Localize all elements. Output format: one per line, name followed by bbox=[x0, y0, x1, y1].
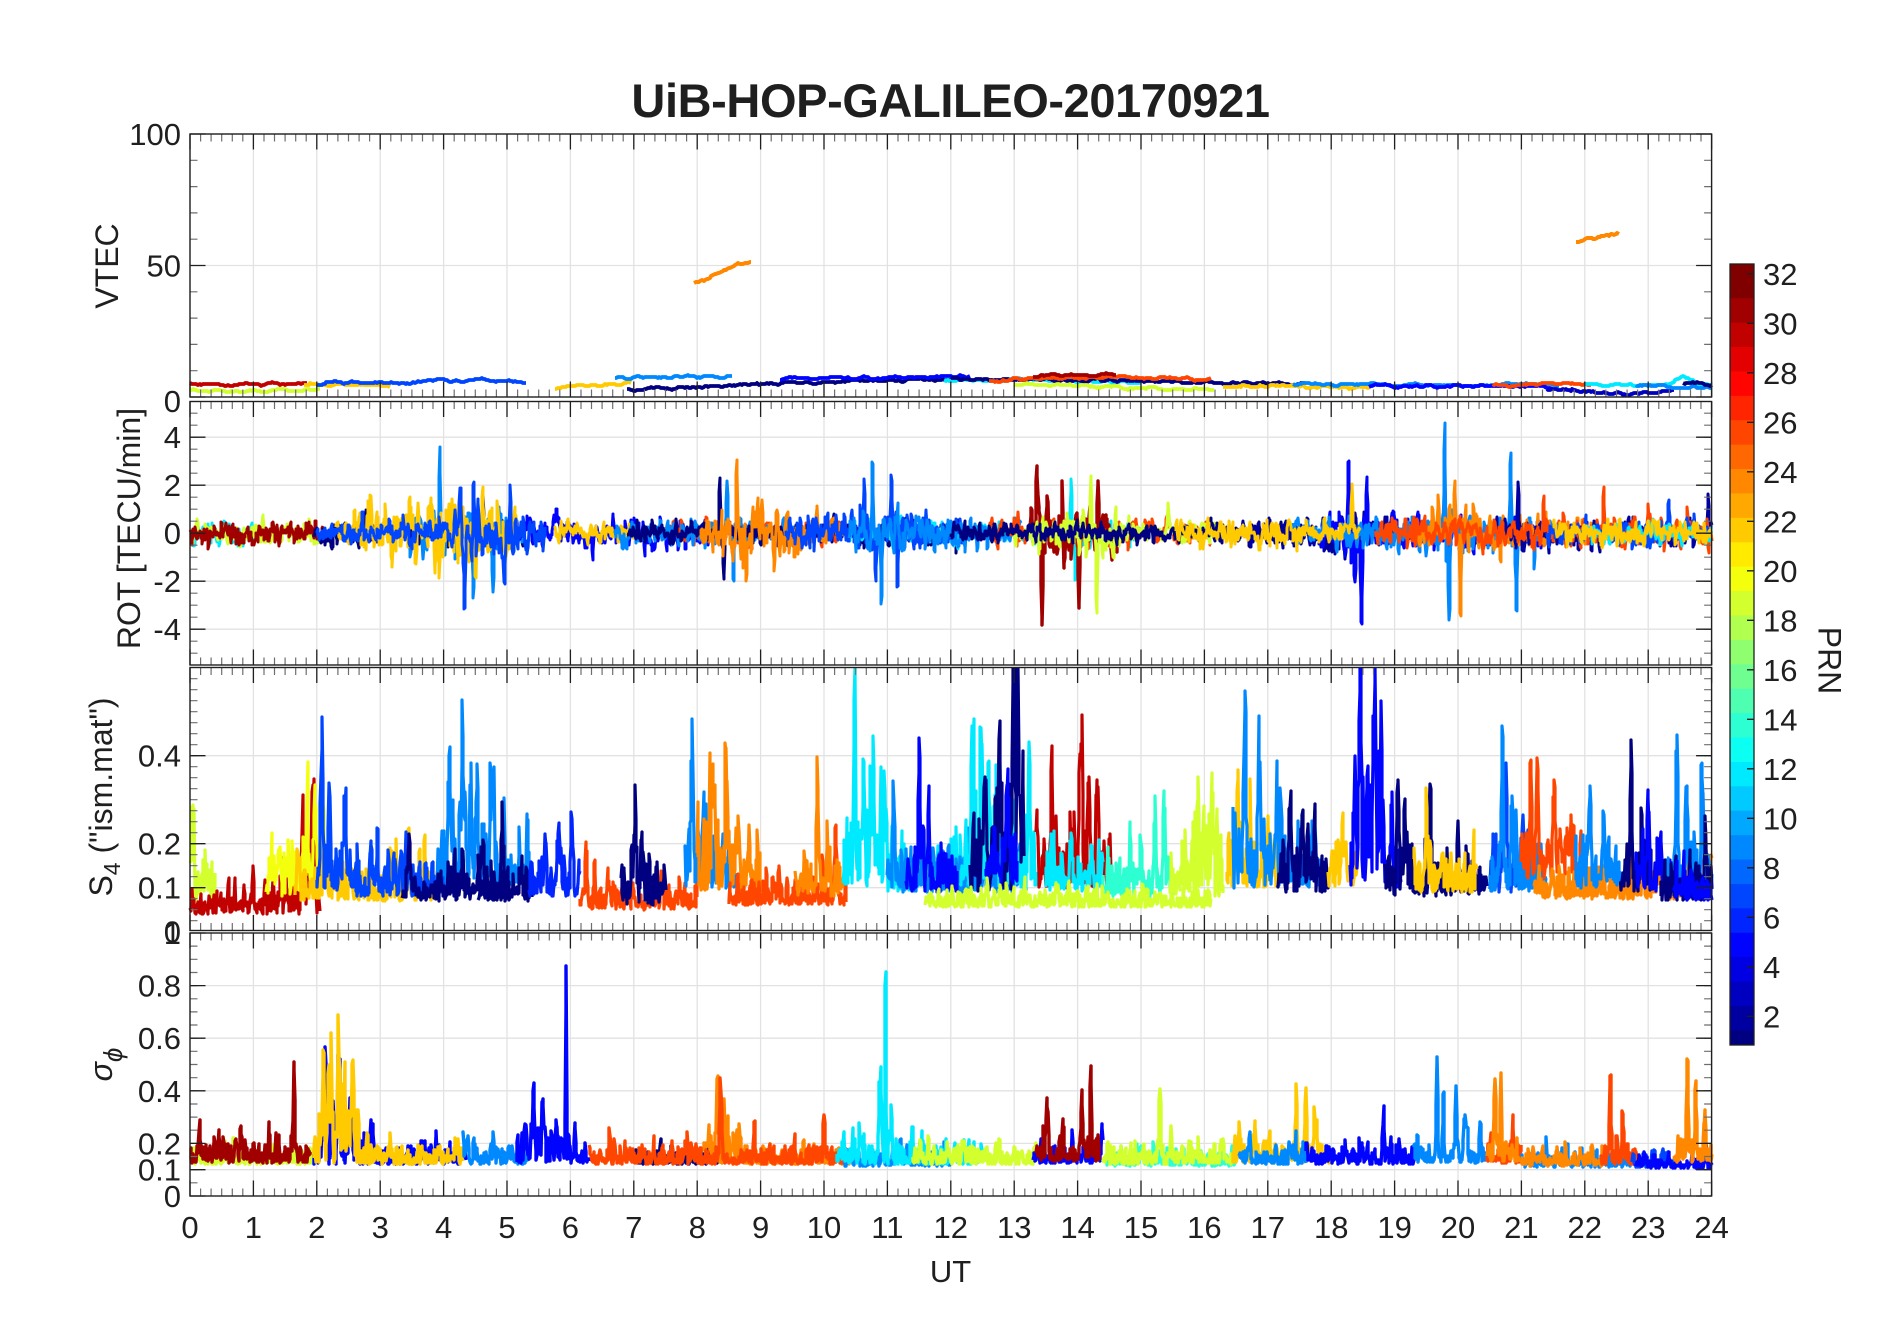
svg-text:13: 13 bbox=[997, 1210, 1031, 1245]
svg-text:0.6: 0.6 bbox=[138, 1021, 181, 1056]
svg-text:2: 2 bbox=[164, 468, 181, 503]
svg-text:-2: -2 bbox=[153, 564, 181, 599]
svg-text:12: 12 bbox=[1763, 752, 1797, 787]
svg-text:17: 17 bbox=[1251, 1210, 1285, 1245]
svg-text:0.2: 0.2 bbox=[138, 827, 181, 862]
svg-text:0: 0 bbox=[164, 915, 181, 950]
svg-text:0.4: 0.4 bbox=[138, 1074, 181, 1109]
svg-text:S4 ("ism.mat"): S4 ("ism.mat") bbox=[83, 697, 125, 896]
svg-text:22: 22 bbox=[1568, 1210, 1602, 1245]
svg-text:21: 21 bbox=[1504, 1210, 1538, 1245]
svg-text:0: 0 bbox=[164, 384, 181, 419]
svg-text:19: 19 bbox=[1377, 1210, 1411, 1245]
svg-text:0.1: 0.1 bbox=[138, 1153, 181, 1188]
svg-text:5: 5 bbox=[498, 1210, 515, 1245]
svg-text:14: 14 bbox=[1060, 1210, 1094, 1245]
svg-text:0.4: 0.4 bbox=[138, 739, 181, 774]
svg-text:18: 18 bbox=[1763, 603, 1797, 638]
svg-text:0: 0 bbox=[164, 1179, 181, 1214]
svg-text:28: 28 bbox=[1763, 356, 1797, 391]
svg-text:2: 2 bbox=[1763, 999, 1780, 1034]
svg-text:100: 100 bbox=[129, 117, 181, 152]
svg-text:24: 24 bbox=[1763, 455, 1797, 490]
svg-text:30: 30 bbox=[1763, 306, 1797, 341]
svg-text:18: 18 bbox=[1314, 1210, 1348, 1245]
svg-text:1: 1 bbox=[245, 1210, 262, 1245]
svg-text:0.8: 0.8 bbox=[138, 969, 181, 1004]
svg-text:32: 32 bbox=[1763, 257, 1797, 292]
svg-text:VTEC: VTEC bbox=[89, 223, 125, 308]
svg-text:6: 6 bbox=[1763, 900, 1780, 935]
svg-text:7: 7 bbox=[625, 1210, 642, 1245]
svg-text:UT: UT bbox=[930, 1254, 971, 1289]
svg-text:σϕ: σϕ bbox=[83, 1048, 128, 1082]
svg-text:0.2: 0.2 bbox=[138, 1126, 181, 1161]
svg-text:20: 20 bbox=[1763, 554, 1797, 589]
svg-text:4: 4 bbox=[164, 420, 181, 455]
svg-text:16: 16 bbox=[1763, 653, 1797, 688]
svg-text:16: 16 bbox=[1187, 1210, 1221, 1245]
svg-text:4: 4 bbox=[435, 1210, 452, 1245]
svg-text:14: 14 bbox=[1763, 702, 1797, 737]
svg-text:15: 15 bbox=[1124, 1210, 1158, 1245]
svg-text:3: 3 bbox=[372, 1210, 389, 1245]
svg-text:10: 10 bbox=[807, 1210, 841, 1245]
svg-text:2: 2 bbox=[308, 1210, 325, 1245]
svg-text:12: 12 bbox=[934, 1210, 968, 1245]
svg-text:ROT [TECU/min]: ROT [TECU/min] bbox=[111, 408, 147, 649]
svg-text:50: 50 bbox=[147, 249, 181, 284]
svg-text:1: 1 bbox=[164, 916, 181, 951]
svg-text:26: 26 bbox=[1763, 405, 1797, 440]
svg-text:PRN: PRN bbox=[1812, 627, 1848, 695]
svg-text:23: 23 bbox=[1631, 1210, 1665, 1245]
svg-text:UiB-HOP-GALILEO-20170921: UiB-HOP-GALILEO-20170921 bbox=[631, 74, 1269, 127]
svg-text:8: 8 bbox=[689, 1210, 706, 1245]
svg-text:0: 0 bbox=[164, 516, 181, 551]
svg-text:9: 9 bbox=[752, 1210, 769, 1245]
svg-text:22: 22 bbox=[1763, 504, 1797, 539]
svg-text:4: 4 bbox=[1763, 950, 1780, 985]
svg-text:10: 10 bbox=[1763, 801, 1797, 836]
svg-text:24: 24 bbox=[1694, 1210, 1728, 1245]
svg-text:8: 8 bbox=[1763, 851, 1780, 886]
svg-text:6: 6 bbox=[562, 1210, 579, 1245]
svg-text:11: 11 bbox=[871, 1210, 903, 1245]
svg-text:0: 0 bbox=[181, 1210, 198, 1245]
svg-text:20: 20 bbox=[1441, 1210, 1475, 1245]
svg-text:0.1: 0.1 bbox=[138, 871, 181, 906]
svg-text:-4: -4 bbox=[153, 612, 181, 647]
